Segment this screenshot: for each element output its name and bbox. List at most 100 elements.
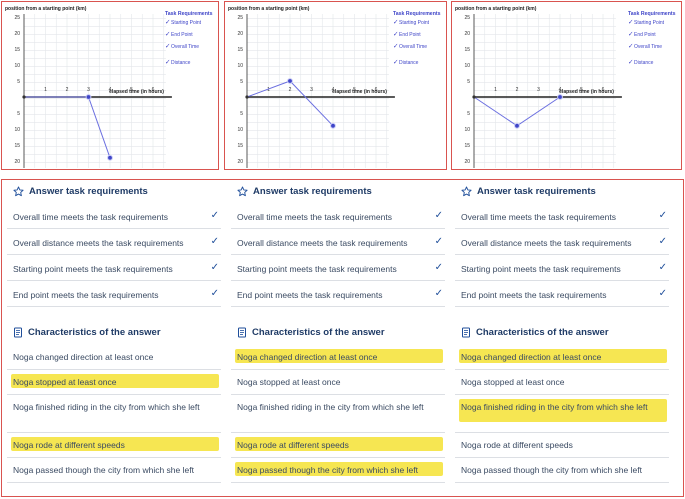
requirement-row: Overall time meets the task requirements…: [231, 204, 445, 229]
legend-title: Task Requirements: [165, 11, 213, 17]
requirement-label: Overall distance meets the task requirem…: [13, 238, 184, 248]
graph-panel-2: position from a starting point (km) elaps…: [224, 1, 447, 170]
y-axis-title: position from a starting point (km): [455, 6, 537, 12]
characteristic-row: Noga finished riding in the city from wh…: [455, 395, 669, 433]
y-tick-label: 15: [237, 47, 243, 53]
requirement-label: Starting point meets the task requiremen…: [461, 264, 621, 274]
requirements-title-text: Answer task requirements: [477, 186, 596, 197]
position-time-graph-3[interactable]: position from a starting point (km) elaps…: [452, 2, 680, 168]
legend-item: Starting Point: [171, 20, 202, 26]
requirement-label: End point meets the task requirements: [237, 290, 383, 300]
x-tick-label: 3: [310, 87, 313, 93]
y-tick-label: 5: [17, 79, 20, 85]
x-tick-label: 6: [152, 87, 155, 93]
characteristic-row: Noga rode at different speeds: [231, 433, 445, 458]
check-icon: ✓: [434, 210, 443, 221]
y-axis-title: position from a starting point (km): [228, 6, 310, 12]
characteristic-label: Noga finished riding in the city from wh…: [461, 402, 648, 412]
characteristic-row: Noga stopped at least once: [231, 370, 445, 395]
characteristic-label: Noga stopped at least once: [13, 377, 117, 387]
characteristic-label: Noga changed direction at least once: [13, 352, 154, 362]
y-tick-label: 25: [14, 15, 20, 21]
requirement-row: Starting point meets the task requiremen…: [455, 256, 669, 281]
x-tick-label: 3: [87, 87, 90, 93]
requirements-title-text: Answer task requirements: [253, 186, 372, 197]
star-icon: [237, 186, 248, 197]
requirement-row: End point meets the task requirements ✓: [231, 282, 445, 307]
characteristic-label: Noga rode at different speeds: [237, 440, 349, 450]
data-point: [245, 95, 249, 99]
data-point: [22, 95, 26, 99]
y-tick-label: 15: [237, 143, 243, 149]
requirement-row: End point meets the task requirements ✓: [7, 282, 221, 307]
legend-item: End Point: [634, 32, 656, 38]
check-icon: ✓: [165, 31, 170, 38]
requirements-title: Answer task requirements: [237, 186, 372, 197]
check-icon: ✓: [658, 288, 667, 299]
highlight-marker: [11, 374, 219, 388]
x-tick-label: 6: [375, 87, 378, 93]
check-icon: ✓: [393, 59, 398, 66]
y-tick-label: 20: [237, 159, 243, 165]
x-tick-label: 6: [602, 87, 605, 93]
check-icon: ✓: [393, 43, 398, 50]
requirement-label: End point meets the task requirements: [13, 290, 159, 300]
data-point: [287, 78, 293, 84]
characteristics-title-text: Characteristics of the answer: [476, 327, 609, 338]
check-icon: ✓: [434, 262, 443, 273]
x-axis-title: elapsed time (in hours): [109, 89, 164, 95]
characteristic-row: Noga stopped at least once: [455, 370, 669, 395]
y-tick-label: 10: [464, 63, 470, 69]
requirement-label: Starting point meets the task requiremen…: [13, 264, 173, 274]
characteristic-row: Noga changed direction at least once: [7, 345, 221, 370]
characteristic-label: Noga changed direction at least once: [237, 352, 378, 362]
y-axis-title: position from a starting point (km): [5, 6, 87, 12]
check-icon: ✓: [210, 210, 219, 221]
y-tick-label: 15: [464, 143, 470, 149]
characteristic-label: Noga stopped at least once: [237, 377, 341, 387]
requirement-row: Overall distance meets the task requirem…: [7, 230, 221, 255]
legend-item: Distance: [399, 60, 419, 66]
check-icon: ✓: [658, 262, 667, 273]
legend-item: Distance: [634, 60, 654, 66]
x-tick-label: 5: [353, 87, 356, 93]
check-icon: ✓: [165, 19, 170, 26]
x-tick-label: 4: [109, 87, 112, 93]
characteristics-title-text: Characteristics of the answer: [28, 327, 161, 338]
check-icon: ✓: [628, 31, 633, 38]
characteristic-row: Noga passed though the city from which s…: [7, 458, 221, 483]
check-icon: ✓: [165, 59, 170, 66]
y-tick-label: 10: [14, 127, 20, 133]
y-tick-label: 25: [237, 15, 243, 21]
check-icon: ✓: [434, 236, 443, 247]
position-time-graph-2[interactable]: position from a starting point (km) elaps…: [225, 2, 445, 168]
characteristic-label: Noga finished riding in the city from wh…: [237, 402, 424, 412]
requirement-label: Overall time meets the task requirements: [237, 212, 392, 222]
data-point: [85, 94, 92, 100]
legend-item: End Point: [399, 32, 421, 38]
characteristic-label: Noga finished riding in the city from wh…: [13, 402, 200, 412]
y-tick-label: 10: [464, 127, 470, 133]
graph-panel-3: position from a starting point (km) elaps…: [451, 1, 682, 170]
y-tick-label: 5: [17, 111, 20, 117]
requirement-row: Overall distance meets the task requirem…: [231, 230, 445, 255]
data-point: [107, 154, 113, 161]
x-tick-label: 4: [332, 87, 335, 93]
characteristic-row: Noga passed though the city from which s…: [231, 458, 445, 483]
y-tick-label: 10: [237, 63, 243, 69]
characteristics-title: Characteristics of the answer: [13, 327, 161, 338]
data-point: [330, 122, 336, 129]
y-tick-label: 15: [14, 47, 20, 53]
data-point: [472, 95, 476, 99]
x-tick-label: 5: [580, 87, 583, 93]
y-tick-label: 25: [464, 15, 470, 21]
requirement-label: Overall time meets the task requirements: [13, 212, 168, 222]
legend-item: Distance: [171, 60, 191, 66]
y-tick-label: 20: [237, 31, 243, 37]
x-tick-label: 1: [494, 87, 497, 93]
check-icon: ✓: [393, 31, 398, 38]
characteristic-label: Noga stopped at least once: [461, 377, 565, 387]
position-time-graph-1[interactable]: position from a starting point (km) elaps…: [2, 2, 217, 168]
characteristic-label: Noga rode at different speeds: [461, 440, 573, 450]
characteristic-row: Noga rode at different speeds: [7, 433, 221, 458]
